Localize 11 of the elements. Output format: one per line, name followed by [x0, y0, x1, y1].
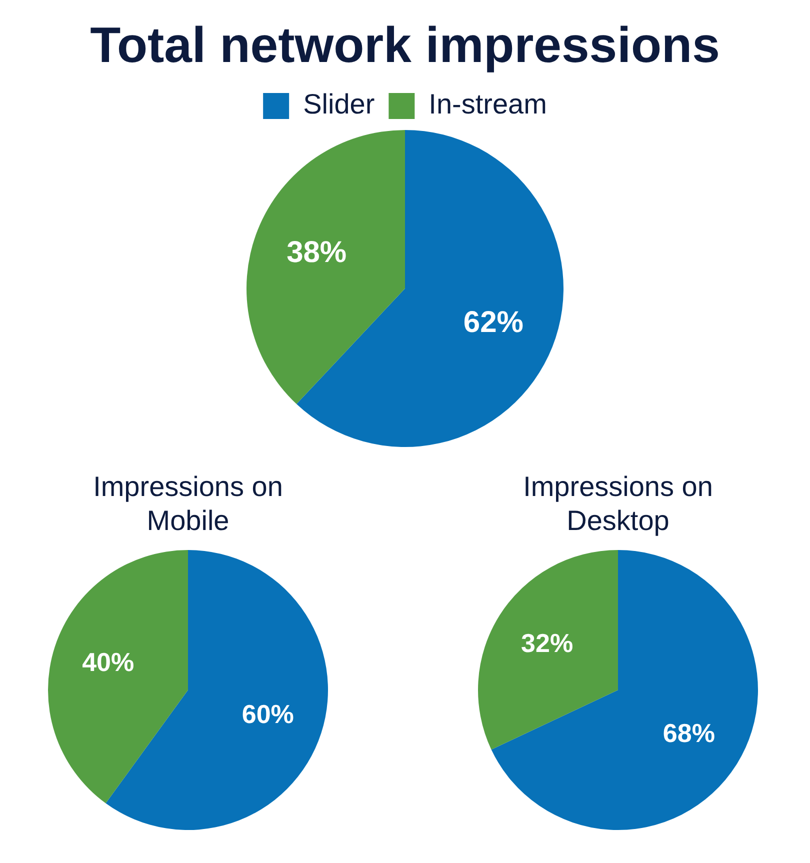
chart-title: Total network impressions	[90, 16, 720, 73]
data-label: 32%	[521, 628, 574, 658]
data-label: 60%	[242, 699, 294, 730]
legend-label: In-stream	[428, 88, 547, 120]
legend-label: Slider	[303, 88, 375, 120]
chart-title: Impressions on Desktop	[522, 470, 714, 538]
data-label: 62%	[463, 306, 524, 339]
data-label: 40%	[82, 647, 134, 678]
chart-title: Impressions on Mobile	[92, 470, 284, 538]
data-label: 38%	[286, 236, 347, 269]
data-label: 68%	[662, 718, 715, 748]
